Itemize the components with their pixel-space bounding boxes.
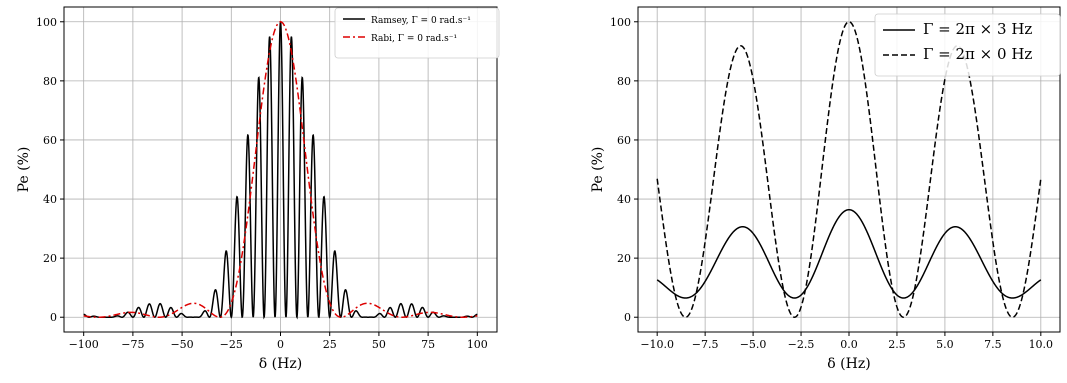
x-tick-label: 7.5 [984,338,1002,351]
y-tick-label: 0 [624,311,631,324]
x-tick-label: −75 [121,338,144,351]
right-legend: Γ = 2π × 3 Hz Γ = 2π × 0 Hz [874,13,1061,77]
x-tick-label: 25 [323,338,337,351]
x-tick-label: −25 [220,338,243,351]
x-tick-label: −100 [69,338,99,351]
left-y-axis-label: Pe (%) [16,147,32,193]
right-x-axis-label: δ (Hz) [827,356,870,372]
right-x-ticks: −10.0 −7.5 −5.0 −2.5 0.0 2.5 5.0 7.5 10.0 [640,332,1053,351]
x-tick-label: 0.0 [840,338,858,351]
y-tick-label: 100 [36,16,57,29]
x-tick-label: 100 [467,338,488,351]
legend-box [874,13,1061,77]
left-chart-panel: −100 −75 −50 −25 0 25 50 75 100 0 20 40 60 80 100 δ (… [16,6,500,372]
x-tick-label: 75 [421,338,435,351]
y-tick-label: 20 [43,252,57,265]
x-tick-label: −7.5 [692,338,719,351]
right-plot-lines [656,21,1042,318]
x-tick-label: 50 [372,338,386,351]
y-tick-label: 80 [617,75,631,88]
x-tick-label: 0 [277,338,284,351]
legend-label: Γ = 2π × 3 Hz [923,20,1032,38]
series-line [656,208,1042,299]
left-x-ticks: −100 −75 −50 −25 0 25 50 75 100 [69,332,488,351]
right-y-ticks: 0 20 40 60 80 100 [610,16,638,324]
x-tick-label: 2.5 [888,338,906,351]
y-tick-label: 40 [617,193,631,206]
right-y-axis-label: Pe (%) [590,147,606,193]
series-line [656,21,1042,318]
legend-label: Γ = 2π × 0 Hz [923,45,1032,63]
left-legend: Ramsey, Γ = 0 rad.s⁻¹ Rabi, Γ = 0 rad.s⁻¹ [334,7,500,59]
y-tick-label: 100 [610,16,631,29]
legend-box [334,7,500,59]
x-tick-label: −50 [170,338,193,351]
y-tick-label: 60 [617,134,631,147]
x-tick-label: −2.5 [788,338,815,351]
left-x-axis-label: δ (Hz) [259,356,302,372]
left-y-ticks: 0 20 40 60 80 100 [36,16,64,324]
left-plot-lines [83,21,478,320]
right-grid [638,7,1060,332]
left-grid [64,7,497,332]
y-tick-label: 20 [617,252,631,265]
series-line [83,21,478,318]
y-tick-label: 0 [50,311,57,324]
right-chart-panel: −10.0 −7.5 −5.0 −2.5 0.0 2.5 5.0 7.5 10.0 0 20 40 6… [590,6,1061,372]
y-tick-label: 40 [43,193,57,206]
y-tick-label: 80 [43,75,57,88]
x-tick-label: 5.0 [936,338,954,351]
x-tick-label: 10.0 [1029,338,1054,351]
y-tick-label: 60 [43,134,57,147]
x-tick-label: −10.0 [640,338,674,351]
legend-label: Ramsey, Γ = 0 rad.s⁻¹ [371,16,471,26]
legend-label: Rabi, Γ = 0 rad.s⁻¹ [371,34,457,44]
x-tick-label: −5.0 [740,338,767,351]
